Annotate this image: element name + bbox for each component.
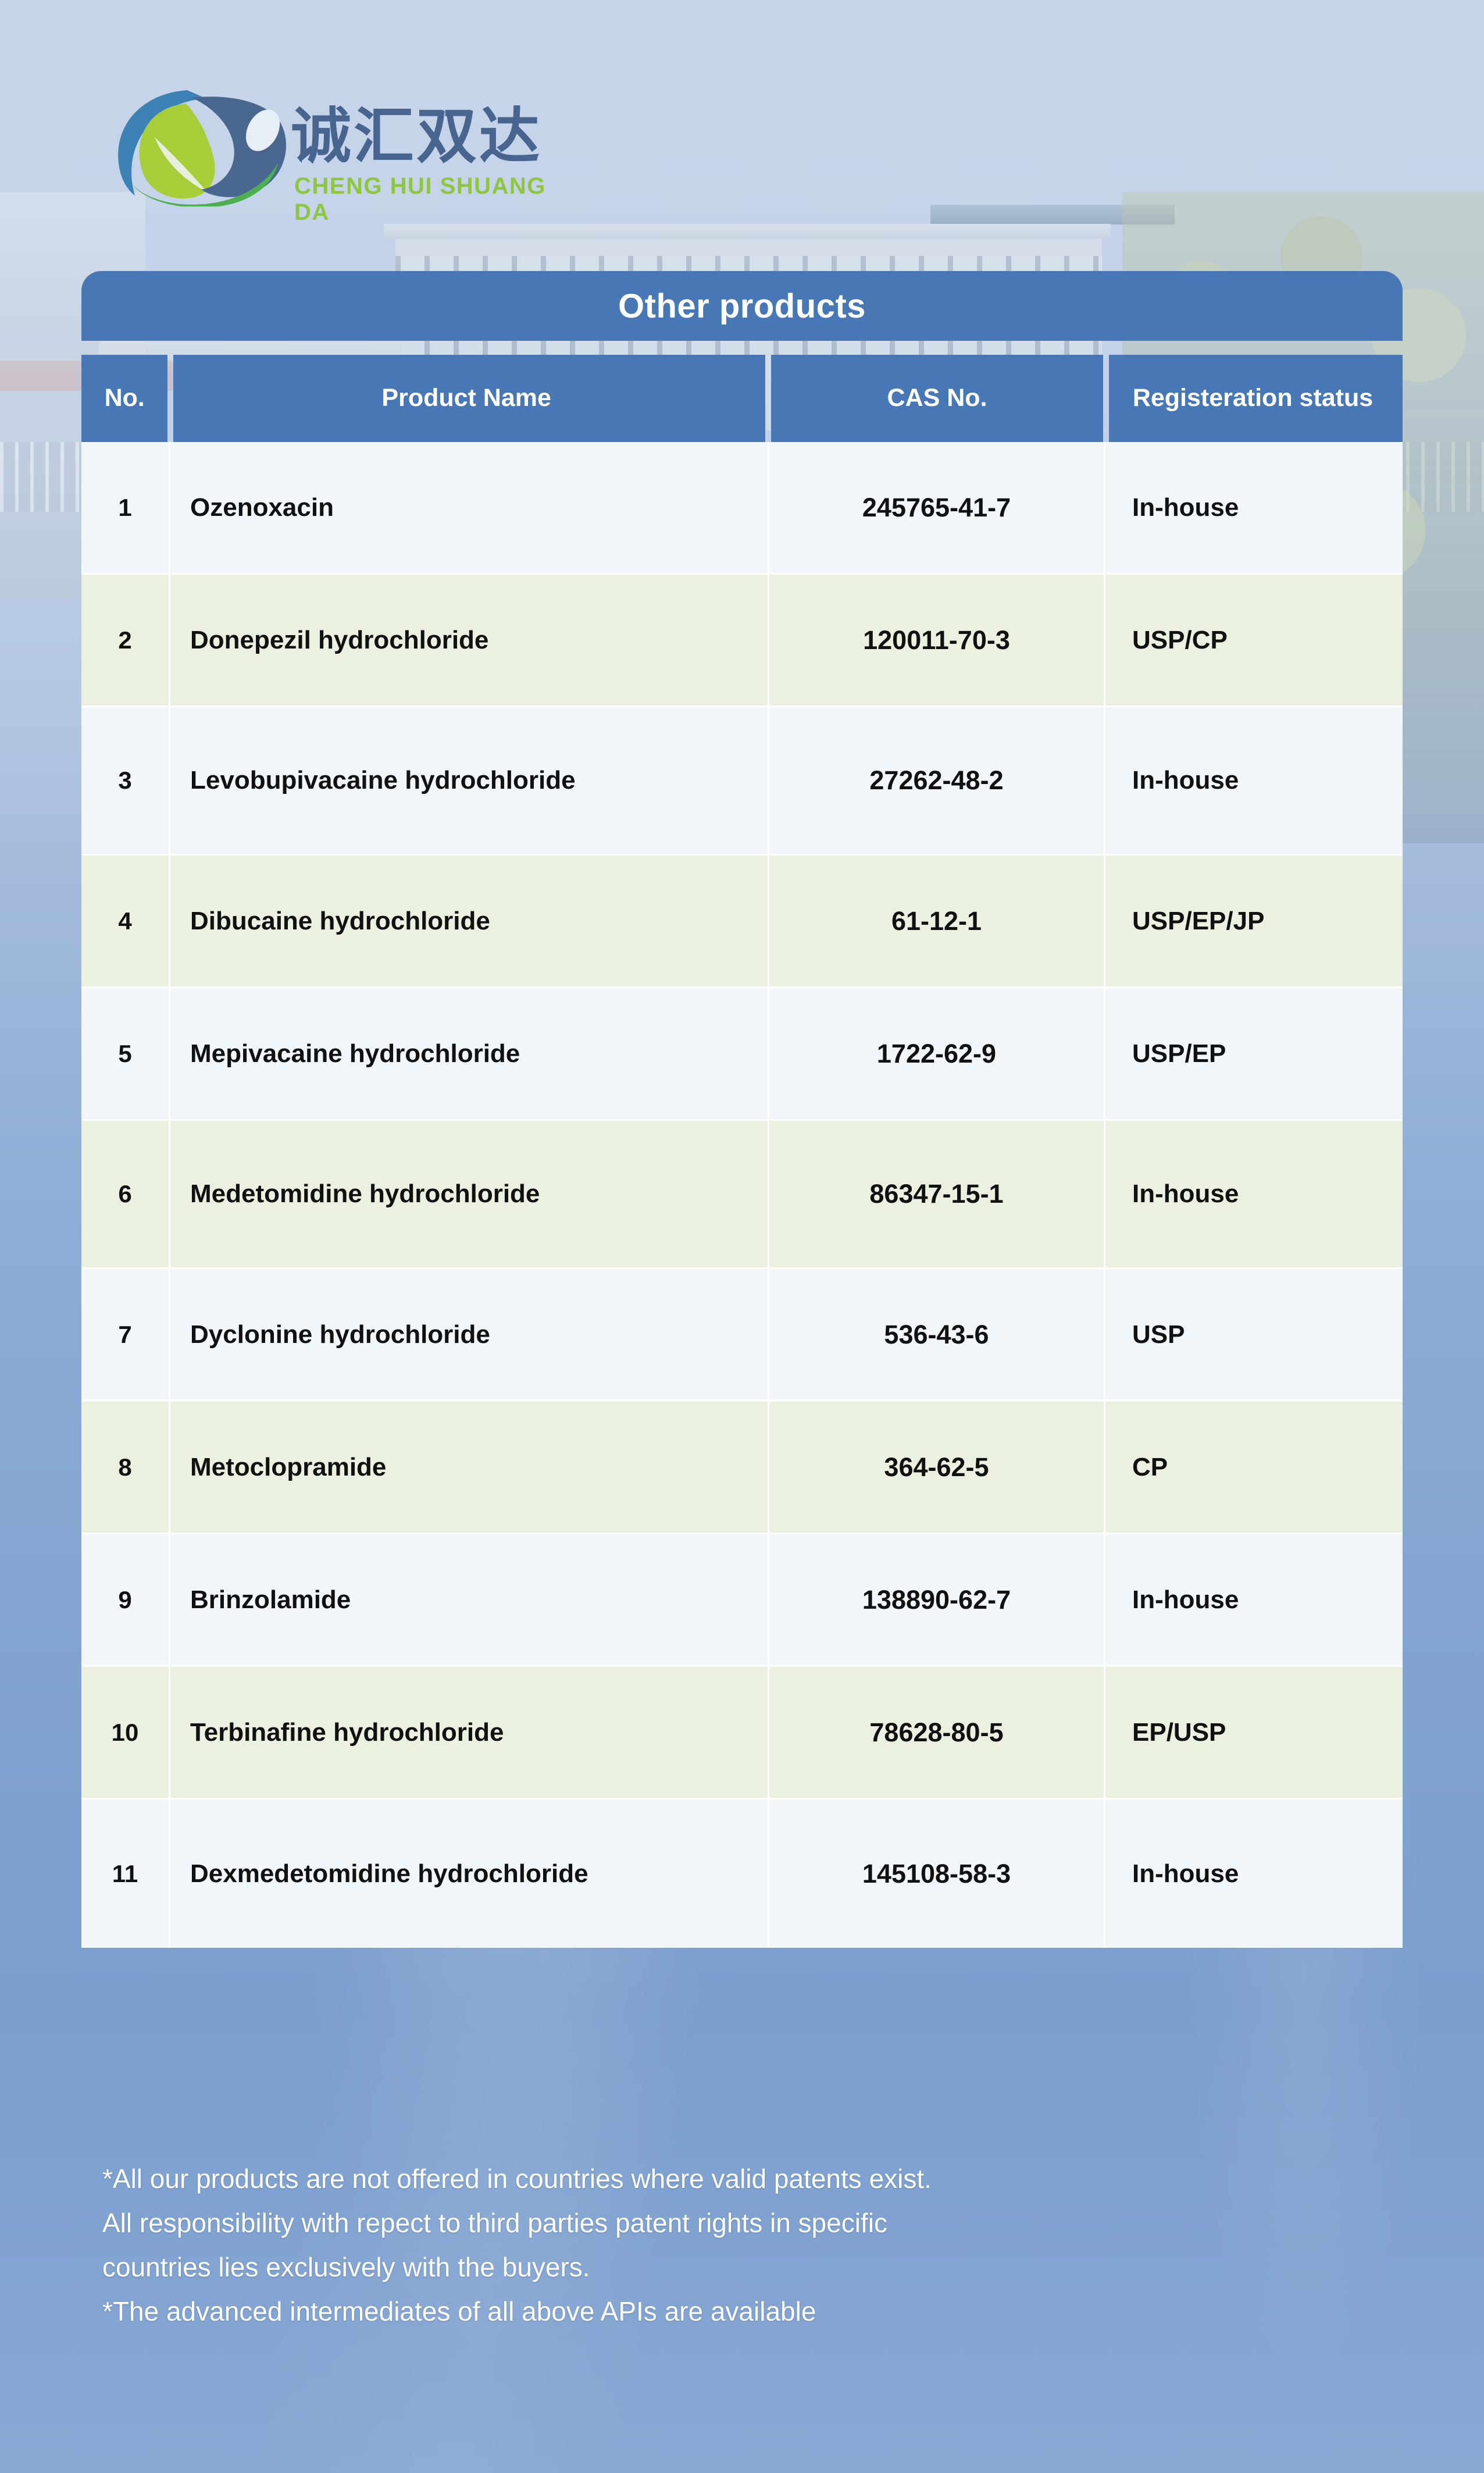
cell-product-name: Dexmedetomidine hydrochloride: [169, 1799, 768, 1948]
table-title-spacer: [81, 341, 1403, 355]
table-title: Other products: [81, 271, 1403, 341]
cell-registration-status: USP/CP: [1104, 575, 1401, 705]
cell-cas-no: 536-43-6: [768, 1269, 1104, 1400]
cell-cas-no: 120011-70-3: [768, 575, 1104, 705]
cell-cas-no: 145108-58-3: [768, 1799, 1104, 1948]
table-row[interactable]: 2 Donepezil hydrochloride 120011-70-3 US…: [81, 575, 1403, 707]
company-logo: 诚汇双达 CHENG HUI SHUANG DA: [99, 81, 570, 225]
column-header-no: No.: [81, 355, 168, 442]
column-header-registration-status: Registeration status: [1109, 355, 1403, 442]
logo-chinese-name: 诚汇双达: [291, 101, 543, 172]
cell-no: 10: [111, 1718, 139, 1746]
cell-product-name: Dibucaine hydrochloride: [169, 856, 768, 986]
cell-cas-no: 245765-41-7: [768, 442, 1104, 573]
logo-leaf-droplet-icon: [99, 81, 291, 208]
cell-no: 1: [118, 493, 132, 521]
cell-product-name: Dyclonine hydrochloride: [169, 1269, 768, 1400]
cell-no: 8: [118, 1453, 132, 1481]
footer-note-line: countries lies exclusively with the buye…: [102, 2251, 590, 2282]
cell-cas-no: 78628-80-5: [768, 1667, 1104, 1798]
cell-no: 5: [118, 1039, 132, 1067]
cell-no: 3: [118, 767, 132, 794]
table-row[interactable]: 9 Brinzolamide 138890-62-7 In-house: [81, 1534, 1403, 1667]
cell-registration-status: CP: [1104, 1402, 1401, 1533]
cell-cas-no: 138890-62-7: [768, 1534, 1104, 1665]
products-table-card: Other products No. Product Name CAS No. …: [81, 271, 1403, 1948]
cell-registration-status: In-house: [1104, 707, 1401, 854]
footer-notes: *All our products are not offered in cou…: [102, 2159, 1411, 2336]
cell-no: 9: [118, 1585, 132, 1613]
cell-registration-status: In-house: [1104, 1534, 1401, 1665]
cell-no: 11: [112, 1859, 138, 1887]
cell-no: 2: [118, 626, 132, 654]
cell-cas-no: 1722-62-9: [768, 988, 1104, 1119]
cell-product-name: Donepezil hydrochloride: [169, 575, 768, 705]
table-row[interactable]: 11 Dexmedetomidine hydrochloride 145108-…: [81, 1799, 1403, 1948]
header-gap-1: [167, 355, 173, 442]
cell-product-name: Levobupivacaine hydrochloride: [169, 707, 768, 854]
footer-note-line: All responsibility with repect to third …: [102, 2207, 887, 2238]
cell-registration-status: In-house: [1104, 442, 1401, 573]
cell-registration-status: USP/EP/JP: [1104, 856, 1401, 986]
cell-product-name: Brinzolamide: [169, 1534, 768, 1665]
cell-registration-status: In-house: [1104, 1799, 1401, 1948]
building-roof: [384, 224, 1111, 239]
table-header-row: No. Product Name CAS No. Registeration s…: [81, 355, 1403, 442]
cell-registration-status: USP: [1104, 1269, 1401, 1400]
table-row[interactable]: 7 Dyclonine hydrochloride 536-43-6 USP: [81, 1269, 1403, 1402]
cell-cas-no: 86347-15-1: [768, 1121, 1104, 1267]
cell-product-name: Terbinafine hydrochloride: [169, 1667, 768, 1798]
cell-no: 4: [118, 907, 132, 935]
column-header-cas-no: CAS No.: [770, 355, 1104, 442]
cell-product-name: Medetomidine hydrochloride: [169, 1121, 768, 1267]
table-row[interactable]: 1 Ozenoxacin 245765-41-7 In-house: [81, 442, 1403, 575]
header-gap-3: [1103, 355, 1109, 442]
cell-product-name: Mepivacaine hydrochloride: [169, 988, 768, 1119]
cell-no: 7: [118, 1320, 132, 1348]
logo-english-name: CHENG HUI SHUANG DA: [294, 173, 546, 225]
column-header-product-name: Product Name: [173, 355, 766, 442]
cell-product-name: Metoclopramide: [169, 1402, 768, 1533]
table-body: 1 Ozenoxacin 245765-41-7 In-house 2 Done…: [81, 442, 1403, 1948]
header-gap-2: [765, 355, 771, 442]
table-row[interactable]: 5 Mepivacaine hydrochloride 1722-62-9 US…: [81, 988, 1403, 1121]
table-row[interactable]: 4 Dibucaine hydrochloride 61-12-1 USP/EP…: [81, 856, 1403, 988]
cell-product-name: Ozenoxacin: [169, 442, 768, 573]
table-row[interactable]: 6 Medetomidine hydrochloride 86347-15-1 …: [81, 1121, 1403, 1269]
cell-registration-status: USP/EP: [1104, 988, 1401, 1119]
footer-note-line: *All our products are not offered in cou…: [102, 2164, 932, 2194]
table-row[interactable]: 10 Terbinafine hydrochloride 78628-80-5 …: [81, 1667, 1403, 1799]
cell-registration-status: In-house: [1104, 1121, 1401, 1267]
table-row[interactable]: 8 Metoclopramide 364-62-5 CP: [81, 1402, 1403, 1534]
cell-no: 6: [118, 1180, 132, 1207]
table-row[interactable]: 3 Levobupivacaine hydrochloride 27262-48…: [81, 707, 1403, 856]
cell-cas-no: 27262-48-2: [768, 707, 1104, 854]
cell-cas-no: 61-12-1: [768, 856, 1104, 986]
cell-cas-no: 364-62-5: [768, 1402, 1104, 1533]
cell-registration-status: EP/USP: [1104, 1667, 1401, 1798]
footer-note-line: *The advanced intermediates of all above…: [102, 2296, 816, 2326]
